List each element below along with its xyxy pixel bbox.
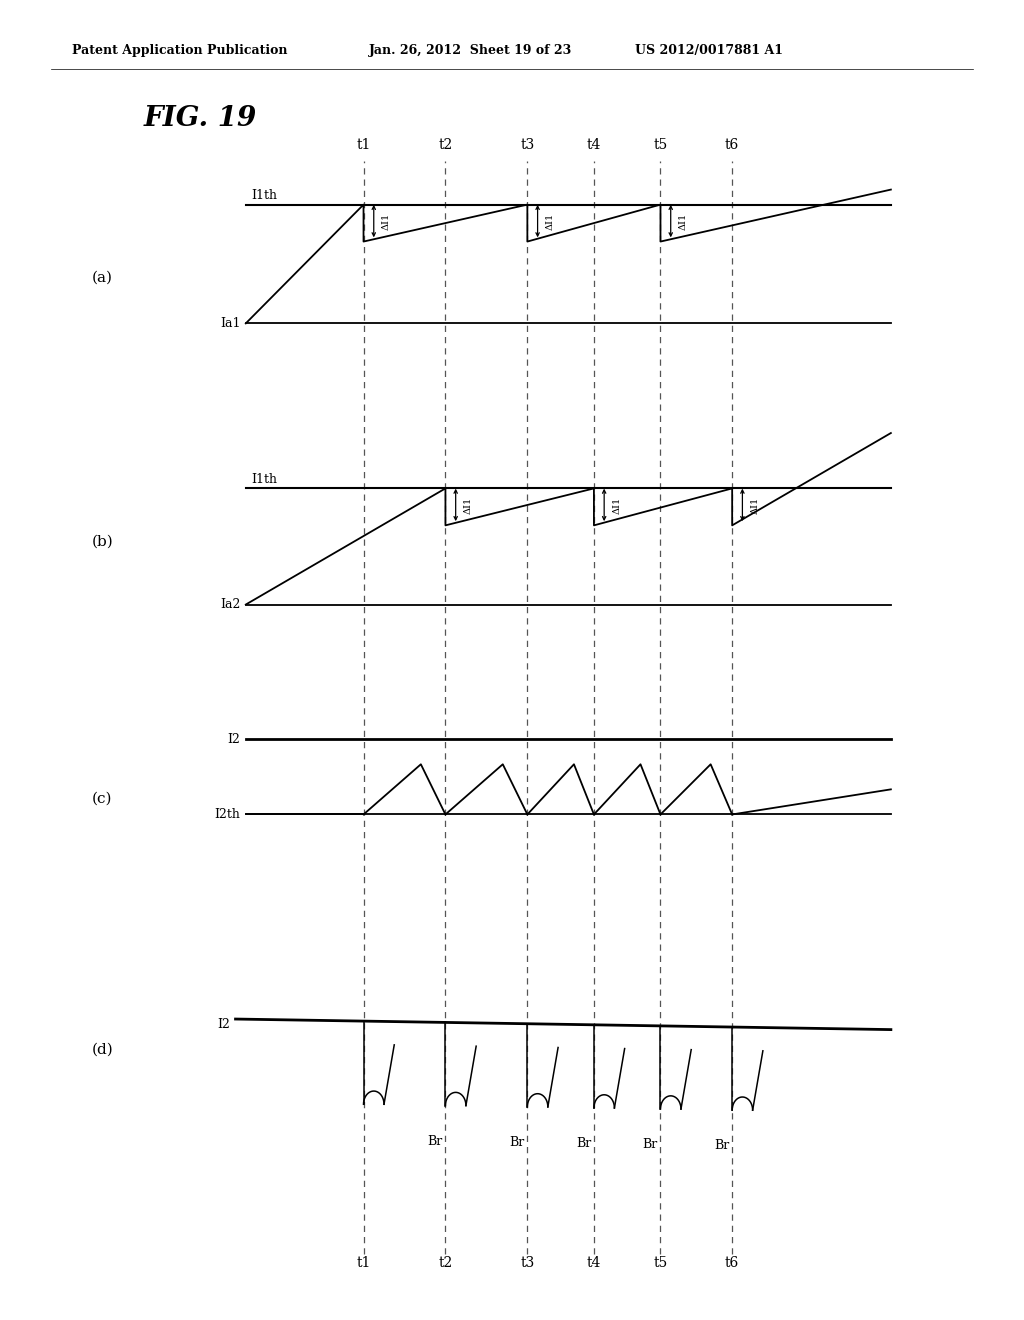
Text: ΔI1: ΔI1: [679, 213, 688, 230]
Text: US 2012/0017881 A1: US 2012/0017881 A1: [635, 44, 783, 57]
Text: Br: Br: [510, 1137, 524, 1148]
Text: ΔI1: ΔI1: [612, 496, 622, 513]
Text: I1th: I1th: [251, 473, 276, 486]
Text: Patent Application Publication: Patent Application Publication: [72, 44, 287, 57]
Text: t4: t4: [587, 137, 601, 152]
Text: I1th: I1th: [251, 189, 276, 202]
Text: t2: t2: [438, 137, 453, 152]
Text: ΔI1: ΔI1: [464, 496, 473, 513]
Text: Br: Br: [577, 1137, 591, 1150]
Text: FIG. 19: FIG. 19: [143, 106, 257, 132]
Text: Br: Br: [643, 1138, 657, 1151]
Text: (a): (a): [92, 271, 114, 284]
Text: t1: t1: [356, 1255, 371, 1270]
Text: Ia2: Ia2: [220, 598, 241, 611]
Text: ΔI1: ΔI1: [546, 213, 555, 230]
Text: Br: Br: [715, 1139, 729, 1152]
Text: (b): (b): [92, 535, 114, 548]
Text: I2: I2: [217, 1018, 230, 1031]
Text: t3: t3: [520, 137, 535, 152]
Text: t4: t4: [587, 1255, 601, 1270]
Text: t5: t5: [653, 137, 668, 152]
Text: I2th: I2th: [215, 808, 241, 821]
Text: t6: t6: [725, 137, 739, 152]
Text: t6: t6: [725, 1255, 739, 1270]
Text: Ia1: Ia1: [220, 317, 241, 330]
Text: I2: I2: [227, 733, 241, 746]
Text: t2: t2: [438, 1255, 453, 1270]
Text: (d): (d): [92, 1043, 114, 1056]
Text: t5: t5: [653, 1255, 668, 1270]
Text: ΔI1: ΔI1: [751, 496, 760, 513]
Text: t3: t3: [520, 1255, 535, 1270]
Text: Jan. 26, 2012  Sheet 19 of 23: Jan. 26, 2012 Sheet 19 of 23: [369, 44, 571, 57]
Text: (c): (c): [92, 792, 113, 805]
Text: t1: t1: [356, 137, 371, 152]
Text: ΔI1: ΔI1: [382, 213, 391, 230]
Text: Br: Br: [428, 1135, 442, 1147]
